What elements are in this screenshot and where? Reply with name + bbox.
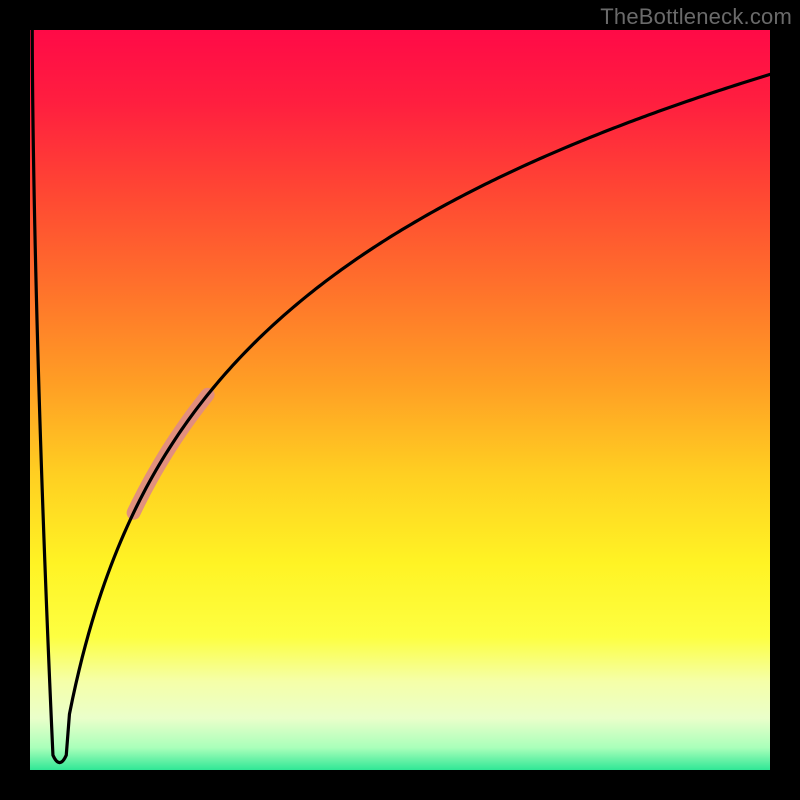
chart-container: { "watermark": { "text": "TheBottleneck.…	[0, 0, 800, 800]
watermark-text: TheBottleneck.com	[600, 4, 792, 30]
chart-plot-background	[30, 30, 770, 770]
bottleneck-curve-chart	[0, 0, 800, 800]
